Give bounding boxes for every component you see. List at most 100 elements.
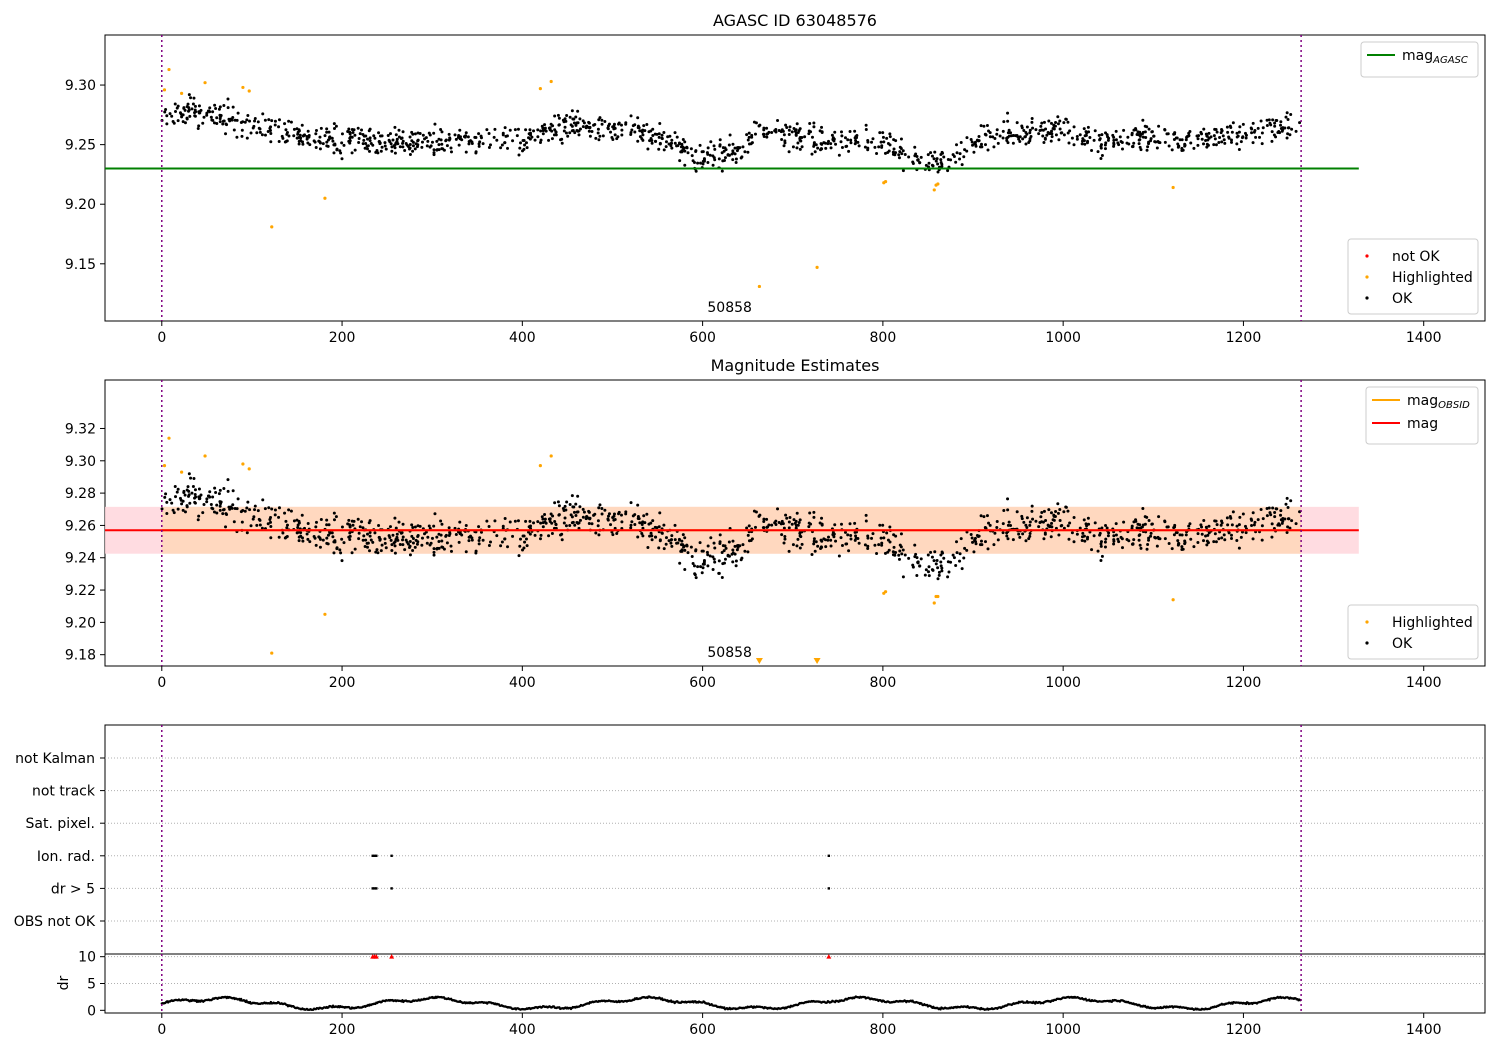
- ok-point: [1138, 543, 1142, 547]
- ok-point: [793, 521, 797, 525]
- ok-point: [955, 151, 959, 155]
- ok-point: [1226, 523, 1230, 527]
- highlighted-point: [162, 88, 167, 92]
- ok-point: [347, 127, 351, 131]
- ok-point: [1286, 117, 1290, 121]
- ok-point: [1214, 540, 1218, 544]
- ok-point: [1163, 537, 1167, 541]
- ok-point: [1084, 133, 1088, 137]
- ok-point: [165, 114, 169, 118]
- ok-point: [383, 144, 387, 148]
- ok-point: [197, 124, 201, 128]
- ok-point: [367, 521, 371, 525]
- ok-point: [891, 550, 895, 554]
- ok-point: [1104, 537, 1108, 541]
- ok-point: [1146, 543, 1150, 547]
- ok-point: [312, 139, 316, 143]
- ok-point: [357, 531, 361, 535]
- ok-point: [371, 540, 375, 544]
- ok-point: [787, 150, 791, 154]
- ok-point: [1083, 539, 1087, 543]
- ok-point: [368, 149, 372, 153]
- ok-point: [1049, 121, 1053, 125]
- ok-point: [332, 151, 336, 155]
- ok-point: [553, 114, 557, 118]
- ok-point: [1060, 524, 1064, 528]
- ok-point: [168, 112, 172, 116]
- ok-point: [1058, 119, 1062, 123]
- ok-point: [721, 159, 725, 163]
- ok-point: [503, 516, 507, 520]
- ok-point: [224, 122, 228, 126]
- ok-point: [796, 131, 800, 135]
- ok-point: [1037, 525, 1041, 529]
- ok-point: [368, 139, 372, 143]
- ok-point: [301, 142, 305, 146]
- highlighted-point: [538, 464, 542, 468]
- ok-point: [413, 132, 417, 136]
- ok-point: [366, 137, 370, 141]
- ok-point: [657, 135, 661, 139]
- ok-point: [1143, 130, 1147, 134]
- ok-point: [1270, 535, 1274, 539]
- ok-point: [1103, 545, 1107, 549]
- ok-point: [575, 121, 579, 125]
- ok-point: [342, 143, 346, 147]
- ok-point: [469, 534, 473, 538]
- ok-point: [332, 551, 336, 555]
- ok-point: [855, 134, 859, 138]
- ok-point: [946, 157, 950, 161]
- ok-point: [798, 127, 802, 131]
- ok-point: [319, 126, 323, 130]
- ok-point: [1145, 547, 1149, 551]
- flag-point: [373, 854, 376, 857]
- ok-point: [296, 132, 300, 136]
- ok-point: [667, 142, 671, 146]
- ok-point: [210, 506, 214, 510]
- ok-point: [782, 541, 786, 545]
- ok-point: [340, 537, 344, 541]
- ok-point: [1050, 129, 1054, 133]
- ok-point: [694, 548, 698, 552]
- ok-point: [898, 150, 902, 154]
- ok-point: [1205, 134, 1209, 138]
- x-tick-label: 0: [157, 675, 166, 691]
- ok-point: [527, 132, 531, 136]
- ok-point: [935, 559, 939, 563]
- ok-point: [638, 129, 642, 133]
- ok-point: [218, 488, 222, 492]
- ok-point: [800, 542, 804, 546]
- ok-point: [524, 537, 528, 541]
- ok-point: [1064, 505, 1068, 509]
- ok-point: [1213, 137, 1217, 141]
- ok-point: [931, 568, 935, 572]
- ok-point: [1119, 140, 1123, 144]
- ok-point: [1040, 520, 1044, 524]
- ok-point: [1127, 142, 1131, 146]
- highlighted-point: [241, 85, 245, 90]
- ok-point: [952, 556, 956, 560]
- ok-point: [1130, 526, 1134, 530]
- ok-point: [875, 552, 879, 556]
- ok-point: [600, 506, 604, 510]
- category-label: Sat. pixel.: [26, 816, 95, 832]
- ok-point: [1116, 537, 1120, 541]
- ok-point: [439, 127, 443, 131]
- ok-point: [596, 524, 600, 528]
- ok-point: [882, 140, 886, 144]
- ok-point: [1011, 141, 1015, 145]
- ok-point: [812, 537, 816, 541]
- ok-point: [332, 126, 336, 130]
- ok-point: [1122, 520, 1126, 524]
- ok-point: [380, 145, 384, 149]
- ok-point: [1020, 517, 1024, 521]
- ok-point: [543, 513, 547, 517]
- ok-point: [1144, 136, 1148, 140]
- ok-point: [351, 523, 355, 527]
- ok-point: [901, 575, 905, 579]
- ok-point: [1027, 537, 1031, 541]
- ok-point: [887, 149, 891, 153]
- ok-point: [946, 169, 950, 173]
- ok-point: [782, 133, 786, 137]
